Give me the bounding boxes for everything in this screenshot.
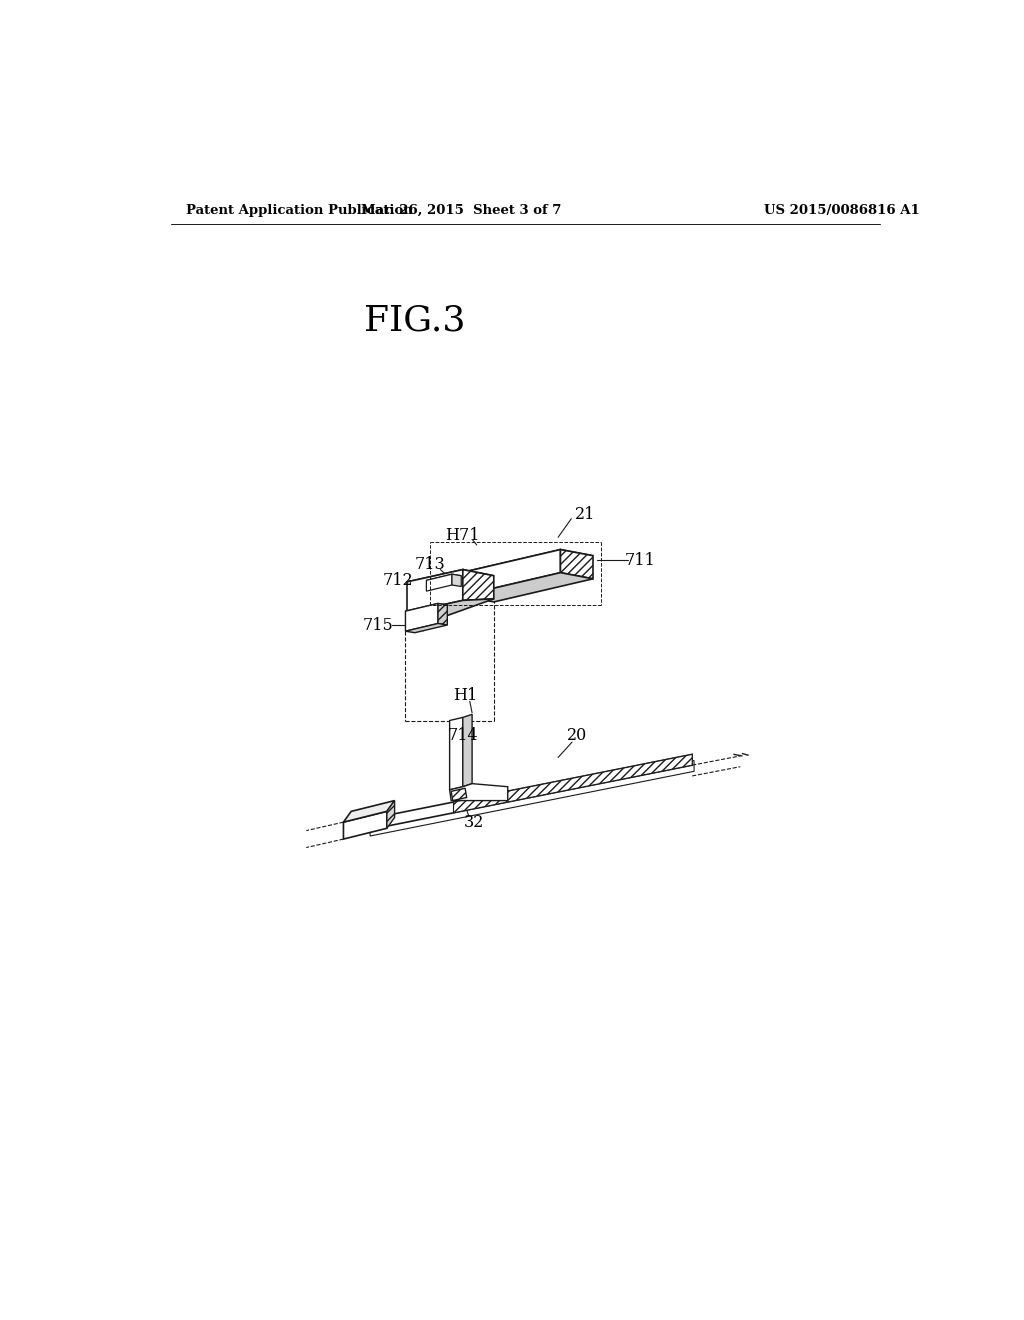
- Polygon shape: [463, 570, 494, 601]
- Polygon shape: [450, 784, 508, 800]
- Text: 715: 715: [362, 616, 393, 634]
- Text: 21: 21: [575, 506, 595, 523]
- Polygon shape: [461, 549, 593, 578]
- Polygon shape: [407, 599, 494, 619]
- Text: H1: H1: [453, 688, 477, 705]
- Polygon shape: [426, 574, 461, 582]
- Polygon shape: [370, 760, 694, 836]
- Polygon shape: [407, 570, 463, 612]
- Polygon shape: [452, 574, 461, 586]
- Text: 712: 712: [382, 572, 413, 589]
- Polygon shape: [406, 603, 447, 612]
- Polygon shape: [463, 714, 472, 787]
- Text: Mar. 26, 2015  Sheet 3 of 7: Mar. 26, 2015 Sheet 3 of 7: [361, 205, 561, 218]
- Text: US 2015/0086816 A1: US 2015/0086816 A1: [764, 205, 920, 218]
- Text: FIG.3: FIG.3: [364, 304, 466, 337]
- Polygon shape: [438, 603, 447, 626]
- Text: 20: 20: [567, 727, 588, 744]
- Text: 32: 32: [464, 813, 483, 830]
- Polygon shape: [343, 800, 394, 822]
- Polygon shape: [450, 718, 463, 789]
- Text: Patent Application Publication: Patent Application Publication: [186, 205, 413, 218]
- Text: H71: H71: [445, 527, 480, 544]
- Polygon shape: [407, 570, 494, 589]
- Polygon shape: [461, 573, 593, 602]
- Polygon shape: [461, 549, 560, 595]
- Polygon shape: [387, 800, 394, 829]
- Polygon shape: [454, 755, 692, 813]
- Polygon shape: [452, 788, 467, 800]
- Text: 711: 711: [624, 552, 655, 569]
- Polygon shape: [406, 603, 438, 631]
- Text: 714: 714: [447, 727, 478, 744]
- Polygon shape: [426, 574, 452, 591]
- Text: 713: 713: [415, 557, 445, 573]
- Polygon shape: [369, 755, 692, 830]
- Polygon shape: [343, 812, 387, 840]
- Polygon shape: [406, 623, 447, 632]
- Polygon shape: [560, 549, 593, 578]
